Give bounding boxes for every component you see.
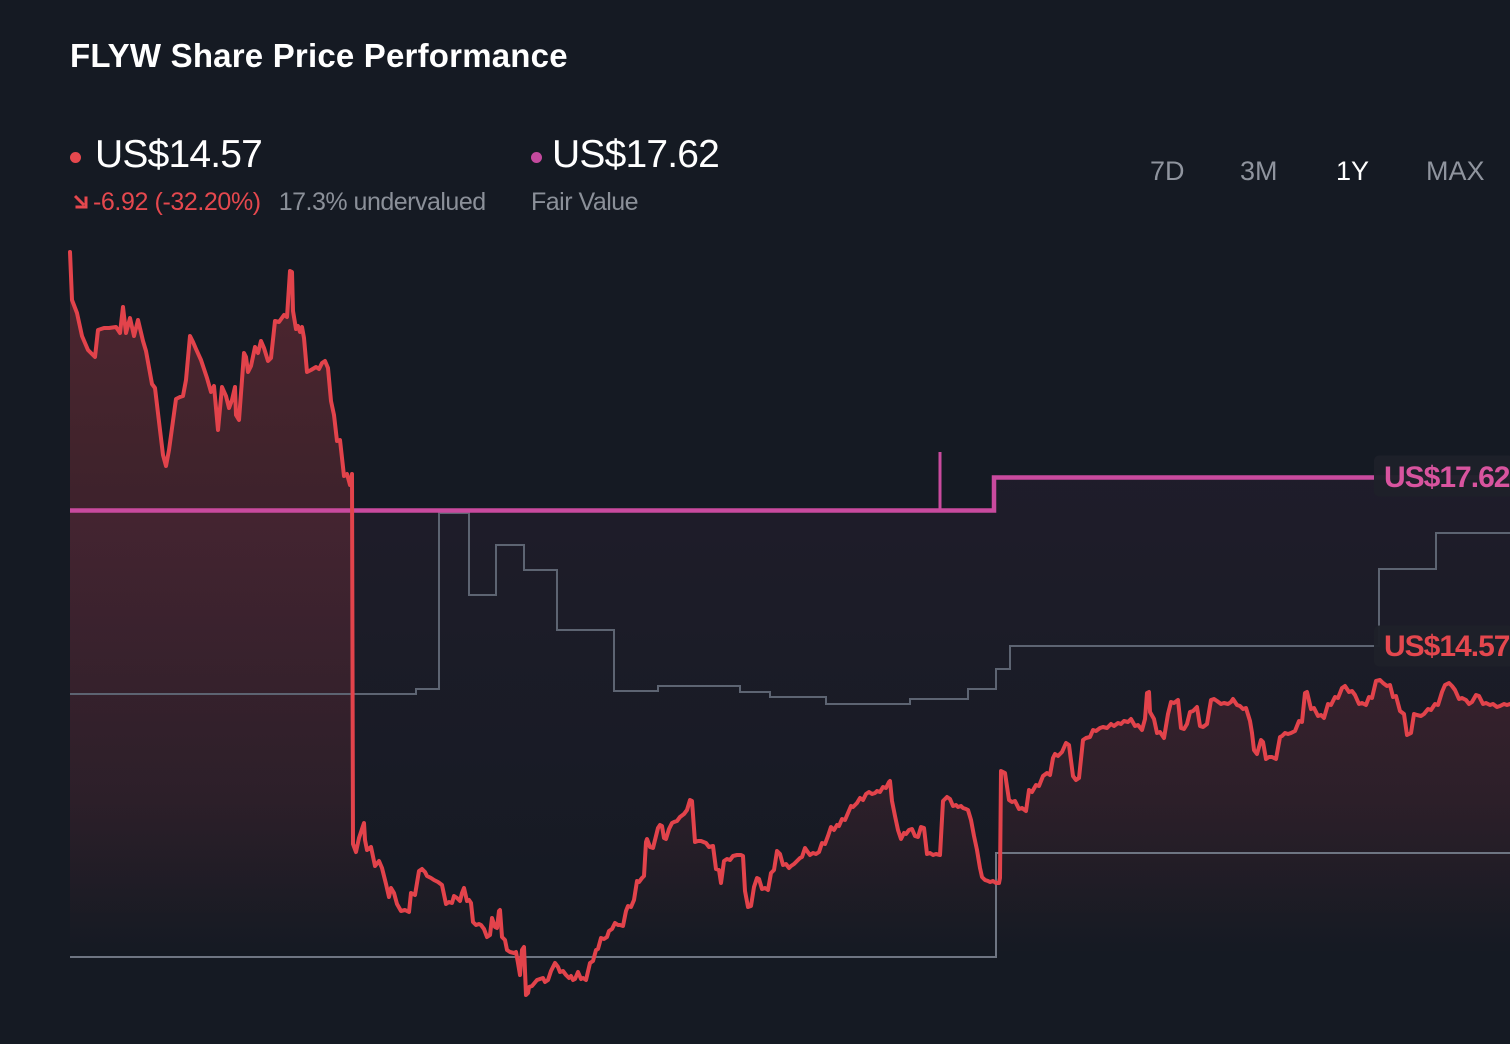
- svg-text:US$14.57: US$14.57: [1384, 630, 1510, 663]
- svg-text:US$17.62: US$17.62: [1384, 461, 1510, 494]
